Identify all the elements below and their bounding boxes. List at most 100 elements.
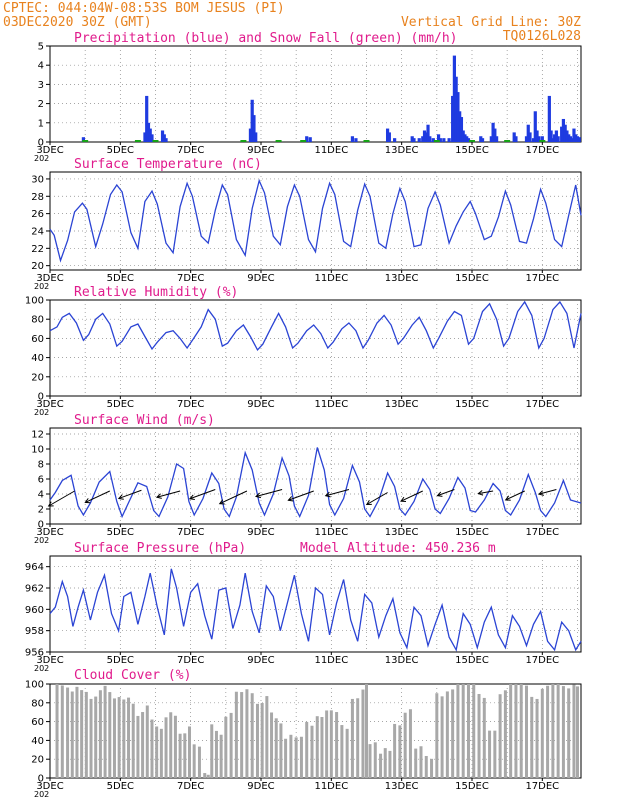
x-tick-label: 13DEC — [385, 273, 419, 284]
cloud-bar — [187, 726, 191, 778]
y-tick-label: 80 — [31, 315, 44, 326]
cloud-bar — [498, 694, 502, 778]
y-tick-label: 20 — [31, 372, 44, 383]
y-tick-label: 4 — [38, 490, 44, 501]
precip-bar — [537, 136, 541, 142]
cloud-bar — [567, 688, 571, 778]
cloud-bar — [408, 709, 412, 778]
cloud-bar — [575, 686, 579, 778]
panel-subtitle: Model Altitude: 450.236 m — [300, 541, 496, 556]
y-tick-label: 60 — [31, 717, 44, 728]
precip-bar — [567, 134, 571, 142]
cloud-bar — [388, 750, 392, 778]
cloud-bar — [435, 693, 439, 778]
wind-arrow-shaft — [478, 490, 494, 495]
x-tick-label: 15DEC — [455, 781, 489, 792]
x-tick-label: 7DEC — [177, 399, 204, 410]
x-tick-label: 3DEC — [36, 273, 63, 284]
wind-arrow-head — [365, 499, 372, 506]
precip-bar — [547, 95, 551, 142]
panel-frame — [49, 427, 582, 525]
y-tick-label: 22 — [31, 244, 44, 255]
snow-bar — [152, 140, 159, 142]
precip-bar — [526, 124, 530, 142]
x-tick-label: 7DEC — [177, 527, 204, 538]
precip-bar — [417, 138, 421, 142]
panel-frame — [49, 171, 582, 271]
cloud-bar — [461, 684, 465, 778]
humid-line — [49, 300, 582, 352]
y-tick-label: 0 — [38, 392, 44, 403]
y-tick-label: 0 — [38, 520, 44, 531]
precip-bar — [385, 128, 390, 142]
precip-bar — [574, 134, 578, 142]
y-tick-label: 5 — [38, 42, 44, 53]
cloud-bar — [393, 723, 397, 778]
x-tick-label: 17DEC — [525, 399, 559, 410]
precip-bar — [459, 117, 464, 142]
precip-bar — [479, 136, 483, 142]
cloud-bar — [546, 685, 550, 778]
precip-bar — [570, 138, 574, 142]
cloud-bar — [514, 684, 518, 778]
precip-bar — [560, 126, 564, 142]
precip-bar — [568, 136, 573, 142]
snow-bar — [539, 140, 546, 142]
cloud-bar — [203, 773, 207, 778]
wind-arrow-shaft — [156, 490, 181, 498]
cloud-bar — [155, 726, 159, 778]
precip-bar — [454, 76, 458, 142]
x-tick-label: 17DEC — [525, 273, 559, 284]
wind-arrow-shaft — [400, 490, 423, 502]
x-tick-label: 9DEC — [247, 399, 274, 410]
panel-temp: 20 22 24 26 28 30 3DEC 5DEC 7DEC 9DEC 11DEC 13DEC 15… — [31, 157, 582, 291]
panel-frame — [49, 299, 582, 397]
wind-arrow-shaft — [48, 490, 75, 507]
precip-bar — [553, 134, 557, 142]
cloud-bar — [206, 774, 210, 778]
precip-bar — [438, 138, 442, 142]
cloud-bar — [424, 755, 428, 778]
precip-bar — [428, 136, 432, 142]
precip-bar — [458, 111, 462, 142]
cloud-bar — [279, 723, 283, 778]
cloud-bar — [294, 737, 298, 778]
x-year-label: 202 — [34, 536, 49, 545]
header-location: CPTEC: 044:04W-08:53S BOM JESUS (PI) — [3, 1, 285, 16]
cloud-bar — [440, 696, 444, 778]
y-tick-label: 958 — [25, 626, 44, 637]
cloud-bar — [173, 715, 177, 778]
cloud-bar — [270, 712, 274, 778]
precip-bar — [442, 138, 446, 142]
wind-arrow-shaft — [255, 489, 283, 497]
cloud-bar — [255, 703, 259, 778]
x-tick-label: 9DEC — [247, 781, 274, 792]
y-tick-label: 964 — [25, 562, 44, 573]
precip-bar — [162, 134, 166, 142]
precip-bar — [164, 138, 168, 142]
x-tick-label: 5DEC — [107, 655, 134, 666]
panel-press: 956 958 960 962 964 3DEC 5DEC 7DEC 9DEC 11DEC 13DE… — [25, 541, 582, 673]
x-tick-label: 3DEC — [36, 527, 63, 538]
x-tick-label: 17DEC — [525, 655, 559, 666]
cloud-bar — [122, 699, 126, 778]
y-tick-label: 30 — [31, 174, 44, 185]
panel-frame — [49, 683, 582, 779]
x-tick-label: 17DEC — [525, 145, 559, 156]
cloud-bar — [103, 685, 107, 778]
precip-bar — [308, 137, 312, 142]
x-tick-label: 11DEC — [314, 781, 348, 792]
x-tick-label: 3DEC — [36, 781, 63, 792]
wind-arrow-shaft — [437, 489, 455, 497]
precip-bar — [491, 122, 495, 142]
precip-bar — [248, 128, 253, 142]
cloud-bar — [55, 684, 59, 778]
y-tick-label: 28 — [31, 192, 44, 203]
cloud-bar — [572, 684, 576, 778]
precip-bar — [148, 128, 152, 142]
cloud-bar — [70, 691, 74, 778]
wind-arrow-head — [504, 495, 511, 501]
precip-bar — [514, 136, 518, 142]
cloud-bar — [430, 758, 434, 778]
